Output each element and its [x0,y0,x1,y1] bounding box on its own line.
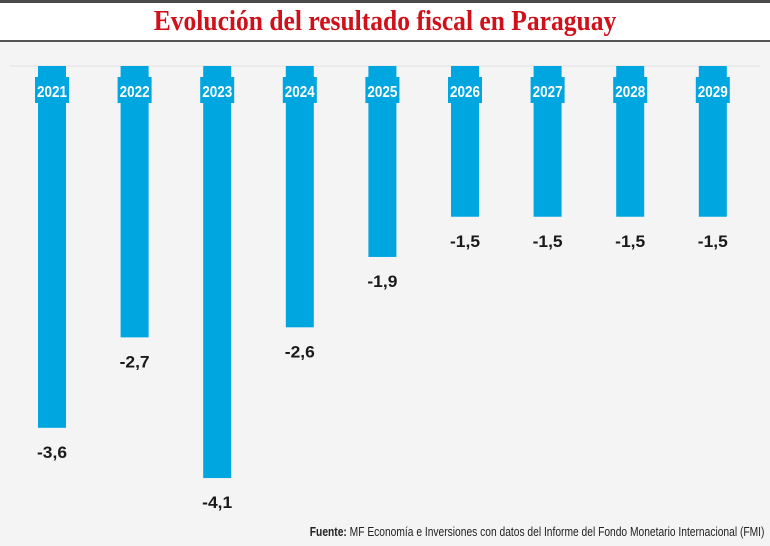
year-tag-2025 [365,77,400,103]
chart-title: Evolución del resultado fiscal en Paragu… [153,5,617,37]
title-band [0,3,770,40]
year-tag-2026 [448,77,482,103]
category-label: 2027 [533,84,563,101]
category-label: 2025 [367,84,397,101]
year-tag-2023 [200,77,235,103]
bar-2024 [285,66,314,328]
category-label: 2029 [698,84,728,101]
year-tag-2022 [117,77,152,103]
data-label: -3,6 [37,443,67,462]
year-tag-2028 [613,77,648,103]
bar-2023 [203,66,232,479]
source-note: Fuente: MF Economía e Inversiones con da… [309,525,764,539]
category-label: 2021 [37,84,67,101]
category-label: 2022 [120,84,150,101]
bar-2022 [120,66,149,338]
year-tag-2027 [530,77,565,103]
year-tag-2029 [695,77,730,103]
source-text: MF Economía e Inversiones con datos del … [349,525,764,539]
data-label: -1,9 [367,272,397,291]
data-label: -1,5 [615,232,645,251]
category-label: 2026 [450,84,480,101]
bar-2021 [38,66,66,428]
title-rule [0,40,770,42]
category-label: 2023 [202,84,232,101]
data-label: -1,5 [450,232,480,251]
category-label: 2024 [285,84,315,101]
year-tag-2021 [35,77,69,103]
data-label: -1,5 [698,232,728,251]
source-label: Fuente: [309,525,347,539]
data-label: -4,1 [202,493,232,512]
data-label: -2,6 [285,342,315,361]
data-label: -2,7 [120,352,150,371]
category-label: 2028 [615,84,645,101]
year-tag-2024 [282,77,317,103]
data-label: -1,5 [533,232,563,251]
top-rule [0,0,770,3]
